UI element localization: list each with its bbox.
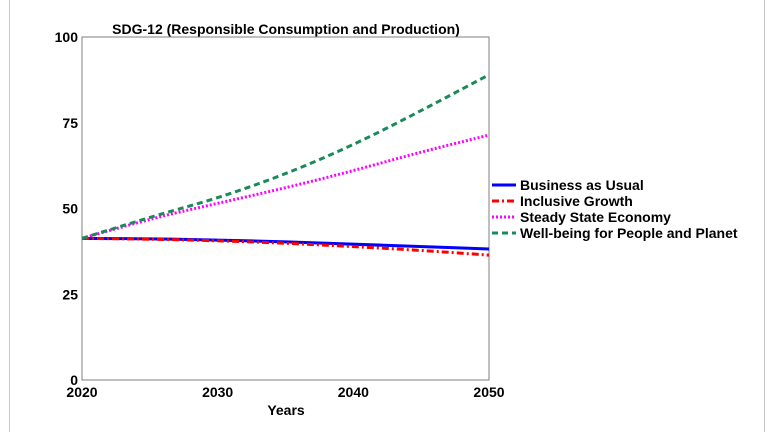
series-line-2 bbox=[81, 236, 490, 257]
plot-area: 0 25 50 75 100 2020 2030 2040 2050 bbox=[55, 29, 505, 400]
frame-right-line bbox=[764, 0, 765, 432]
series-line-3 bbox=[81, 133, 490, 240]
y-tick-label: 100 bbox=[55, 29, 79, 45]
y-tick-label: 0 bbox=[70, 372, 78, 388]
frame-left-line bbox=[9, 0, 10, 432]
series-line-4 bbox=[81, 73, 490, 240]
x-axis-label: Years bbox=[267, 402, 305, 418]
chart-title: SDG-12 (Responsible Consumption and Prod… bbox=[112, 21, 460, 37]
x-tick-label: 2020 bbox=[66, 384, 97, 400]
plot-frame bbox=[81, 36, 490, 381]
y-tick-label: 50 bbox=[62, 201, 78, 217]
y-tick-label: 25 bbox=[62, 286, 78, 302]
legend-label: Steady State Economy bbox=[520, 209, 671, 225]
x-tick-label: 2030 bbox=[202, 384, 233, 400]
legend-label: Inclusive Growth bbox=[520, 193, 633, 209]
x-tick-label: 2050 bbox=[473, 384, 504, 400]
x-tick-label: 2040 bbox=[338, 384, 369, 400]
y-tick-label: 75 bbox=[62, 115, 78, 131]
legend-label: Well-being for People and Planet bbox=[520, 225, 738, 241]
legend-label: Business as Usual bbox=[520, 177, 644, 193]
